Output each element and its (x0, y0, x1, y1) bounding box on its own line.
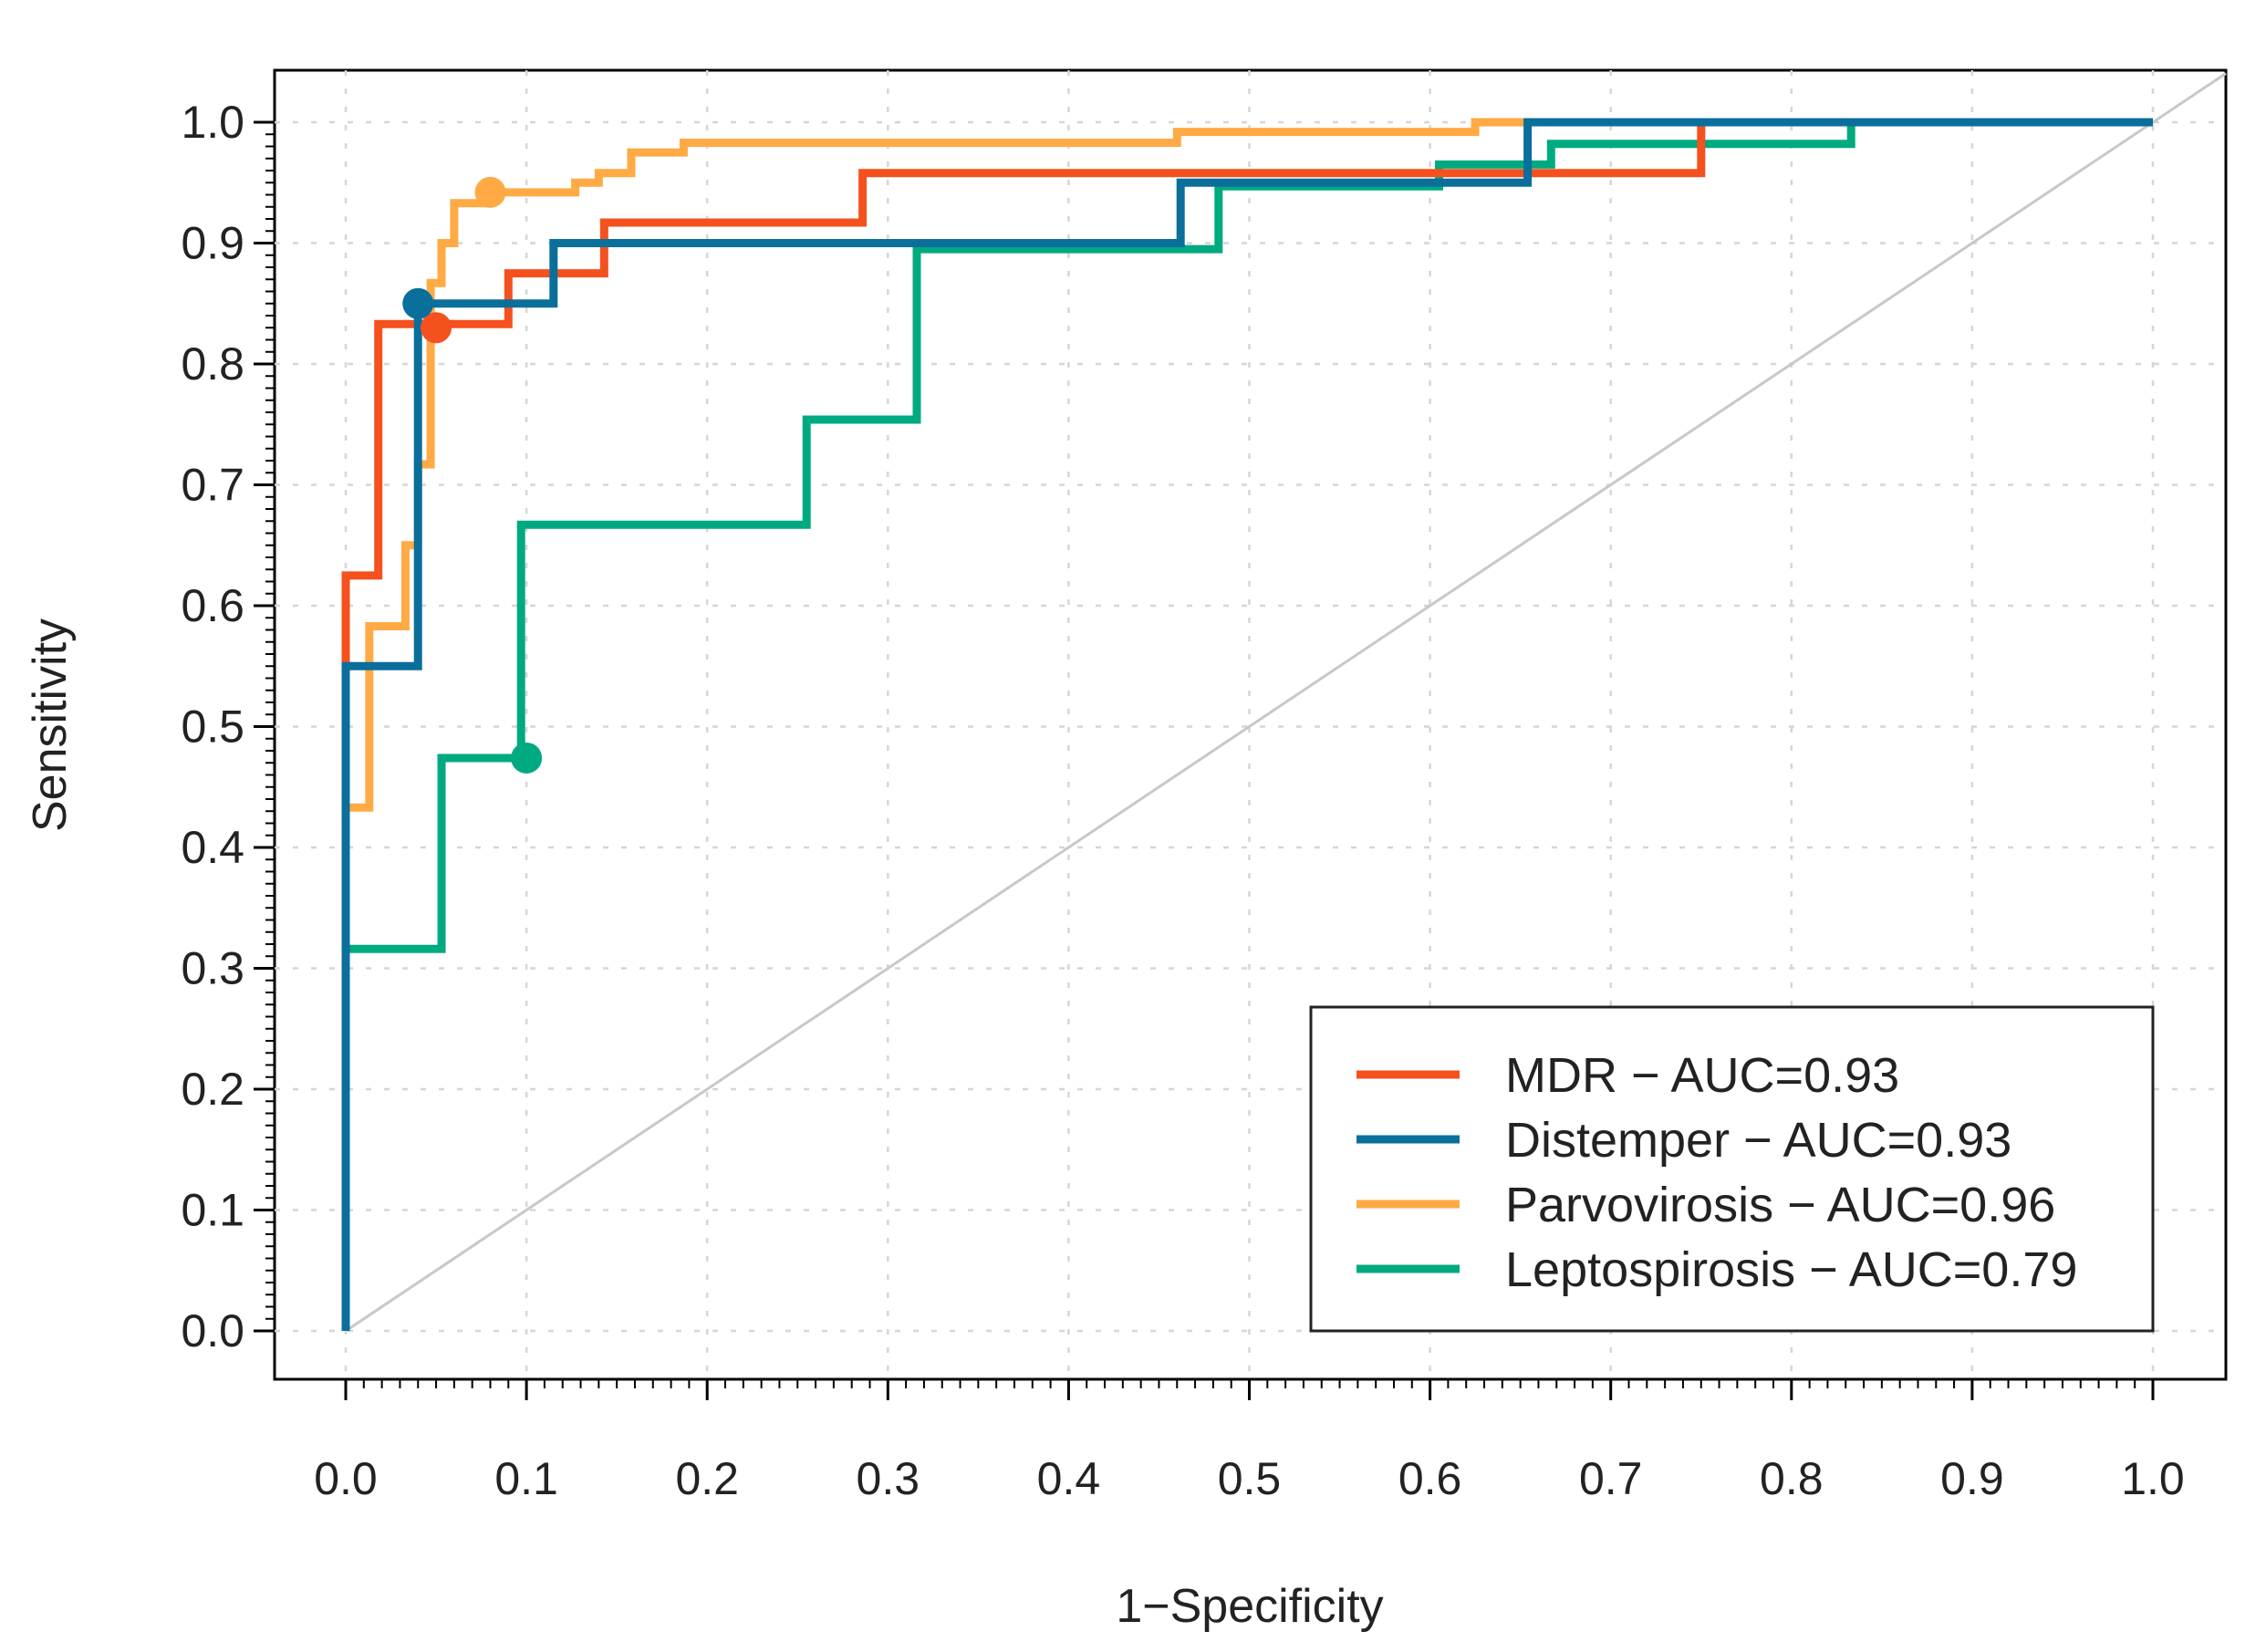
optimal-cutoff-marker-3 (511, 742, 543, 774)
legend-box (1309, 1005, 2155, 1333)
x-tick-label: 0.5 (1218, 1453, 1282, 1504)
roc-curve-0 (341, 118, 2153, 1331)
axes: 0.0 0.0 0.1 0.1 0.2 0.2 0.3 0.3 0.4 0.4 0.5 0.5 0.6 0… (181, 97, 2184, 1504)
legend-label-2: Parvovirosis − AUC=0.96 (1505, 1178, 2055, 1232)
x-tick-label: 0.2 (675, 1453, 739, 1504)
legend-label-1: Distemper − AUC=0.93 (1505, 1113, 2011, 1168)
x-tick-label: 0.8 (1760, 1453, 1824, 1504)
roc-curve-3 (341, 118, 2153, 1331)
x-tick-label: 1.0 (2121, 1453, 2185, 1504)
y-tick-label: 1.0 (181, 97, 244, 148)
series-layer (341, 72, 2227, 1333)
y-tick-label: 0.4 (181, 822, 244, 873)
legend: MDR − AUC=0.93 Distemper − AUC=0.93 Parvov… (1309, 1005, 2155, 1333)
y-tick-label: 0.2 (181, 1064, 244, 1115)
x-tick-label: 0.1 (494, 1453, 558, 1504)
x-tick-label: 0.7 (1579, 1453, 1643, 1504)
x-tick-label: 0.9 (1940, 1453, 2004, 1504)
legend-label-3: Leptospirosis − AUC=0.79 (1505, 1242, 2077, 1297)
y-tick-label: 0.3 (181, 943, 244, 994)
y-tick-label: 0.9 (181, 218, 244, 269)
optimal-cutoff-marker-1 (402, 287, 434, 319)
legend-label-0: MDR − AUC=0.93 (1505, 1048, 1899, 1103)
optimal-cutoff-marker-2 (474, 176, 506, 208)
y-axis-label: Sensitivity (24, 618, 77, 832)
reference-diagonal (345, 120, 2154, 1333)
y-tick-label: 0.8 (181, 338, 244, 390)
y-tick-label: 0.6 (181, 580, 244, 631)
x-tick-label: 0.4 (1037, 1453, 1101, 1504)
y-tick-label: 0.0 (181, 1305, 244, 1356)
x-axis-label: 1−Specificity (1116, 1580, 1383, 1633)
y-tick-label: 0.7 (181, 460, 244, 511)
y-tick-label: 0.5 (181, 701, 244, 753)
optimal-cutoff-marker-0 (421, 312, 452, 344)
y-tick-label: 0.1 (181, 1185, 244, 1236)
reference-diagonal-extension (2152, 72, 2227, 124)
roc-curve-1 (341, 118, 2153, 1331)
x-tick-label: 0.3 (857, 1453, 920, 1504)
x-tick-label: 0.0 (314, 1453, 378, 1504)
x-tick-label: 0.6 (1398, 1453, 1462, 1504)
